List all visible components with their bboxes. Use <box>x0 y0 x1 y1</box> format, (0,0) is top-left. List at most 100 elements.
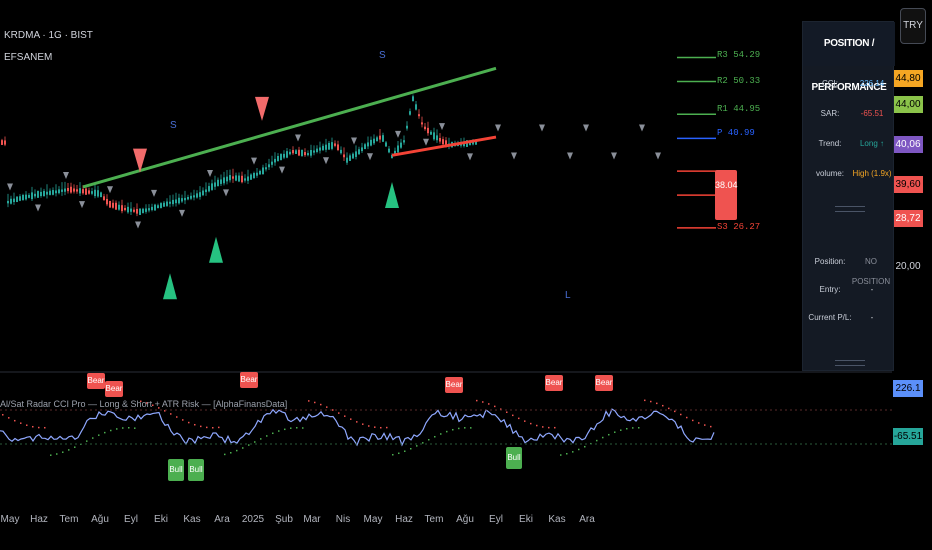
sar-dot <box>212 426 214 429</box>
sar-dot <box>680 413 682 416</box>
candle <box>70 186 72 193</box>
candle <box>79 188 81 194</box>
sar-dot <box>200 425 202 428</box>
candle <box>400 142 402 148</box>
candle <box>283 153 285 158</box>
candle <box>136 208 138 214</box>
sar-dot <box>482 401 484 403</box>
candle <box>367 142 369 147</box>
candle <box>115 202 117 210</box>
panel-row-cci: CCI: 226.14 <box>803 74 895 94</box>
sell-signal-letter: S <box>170 120 177 131</box>
candle <box>121 205 123 212</box>
candle <box>412 96 414 102</box>
candle <box>370 139 372 146</box>
sar-dot <box>512 414 514 417</box>
sar-dot <box>422 442 424 444</box>
x-tick-label: Haz <box>395 514 413 525</box>
sar-dot <box>344 415 346 417</box>
panel-divider <box>835 360 865 366</box>
candle <box>331 142 333 149</box>
candle <box>64 188 66 192</box>
bear-label: Bear <box>445 377 463 393</box>
candle <box>328 142 330 150</box>
buy-arrow <box>209 236 223 263</box>
row-label: volume: <box>815 169 844 178</box>
candle <box>325 144 327 150</box>
swing-marker <box>223 189 229 197</box>
candle <box>49 190 51 195</box>
bear-label: Bear <box>87 373 105 389</box>
candle <box>424 126 426 130</box>
symbol-title: KRDMA · 1G · BIST <box>4 30 93 41</box>
candle <box>34 193 36 197</box>
panel-row-trend: Trend: Long ↑ <box>803 134 895 154</box>
panel-row-position: Position: NO POSITION <box>803 252 895 286</box>
x-tick-label: May <box>363 514 383 525</box>
candle <box>175 199 177 204</box>
sar-dot <box>266 435 268 437</box>
sar-dot <box>2 414 4 416</box>
sar-dot <box>122 427 124 429</box>
candle <box>25 194 27 200</box>
candle <box>169 201 171 204</box>
sar-dot <box>620 429 622 431</box>
candle <box>139 208 141 215</box>
panel-row-current-pl: Current P/L: - <box>803 308 895 328</box>
currency-button[interactable]: TRY <box>900 8 926 44</box>
candle <box>259 170 261 175</box>
candle <box>349 155 351 161</box>
price-axis-label: 44,80 <box>893 70 923 87</box>
sar-dot <box>14 419 16 422</box>
candle <box>109 200 111 208</box>
panel-title: POSITION / PERFORMANCE <box>803 22 895 93</box>
swing-marker <box>655 152 661 160</box>
candle <box>22 194 24 201</box>
candle <box>214 182 216 187</box>
candle <box>295 150 297 154</box>
candle <box>31 192 33 200</box>
swing-marker <box>351 137 357 145</box>
swing-marker <box>179 209 185 217</box>
sar-dot <box>20 422 22 424</box>
indicator-title: Al/Sat Radar CCI Pro — Long & Short + AT… <box>0 399 288 409</box>
candle <box>76 189 78 192</box>
candle <box>151 206 153 211</box>
candle <box>469 141 471 146</box>
sar-dot <box>386 426 388 429</box>
sar-dot <box>218 426 220 429</box>
panel-row-volume: volume: High (1.9x) <box>803 164 895 184</box>
sar-dot <box>158 407 160 409</box>
sar-dot <box>476 399 478 402</box>
sar-dot <box>248 444 250 446</box>
candle <box>88 190 90 194</box>
x-tick-label: Tem <box>424 514 444 525</box>
sar-dot <box>530 422 532 425</box>
candle <box>355 151 357 157</box>
sar-dot <box>74 446 76 448</box>
price-axis-label: 40,06 <box>893 136 923 153</box>
candle <box>184 197 186 201</box>
candle <box>322 145 324 151</box>
candle <box>232 176 234 179</box>
panel-row-sar: SAR: -65.51 <box>803 104 895 124</box>
sar-dot <box>56 453 58 455</box>
sar-dot <box>704 424 706 426</box>
pivot-bubble: 38.04 <box>715 170 738 220</box>
buy-arrow <box>163 273 177 300</box>
sar-dot <box>602 436 604 439</box>
candle <box>10 198 12 204</box>
pivot-r1-label: R1 44.95 <box>717 104 761 114</box>
long-signal-letter: L <box>565 290 571 301</box>
candle <box>418 114 420 117</box>
sar-dot <box>110 429 112 432</box>
candle <box>358 149 360 155</box>
sar-dot <box>428 438 430 441</box>
candle <box>43 190 45 197</box>
candle <box>205 189 207 193</box>
swing-marker <box>107 186 113 194</box>
sar-dot <box>644 399 646 402</box>
x-tick-label: Eki <box>154 514 168 525</box>
candle <box>421 122 423 125</box>
